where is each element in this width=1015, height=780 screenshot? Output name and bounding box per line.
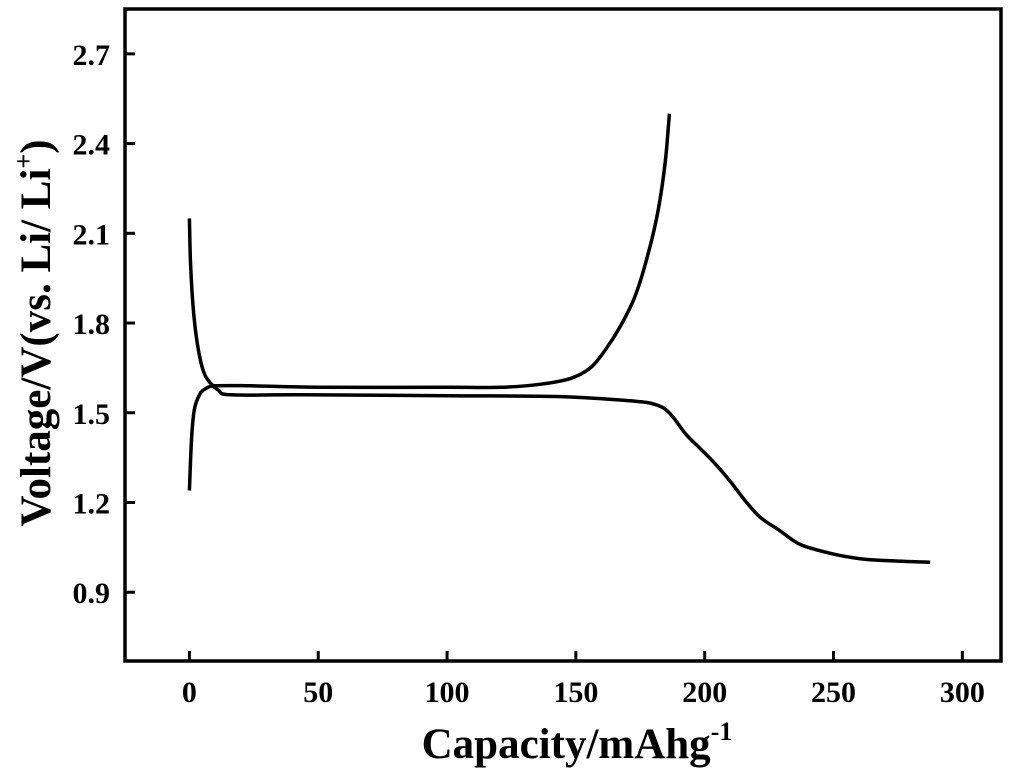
x-axis-ticks: 0 50 100 150 200 250 300: [182, 651, 985, 709]
y-tick-label: 1.5: [73, 398, 111, 431]
x-tick-label: 50: [303, 676, 333, 709]
x-tick-label: 150: [553, 676, 598, 709]
y-tick-label: 1.8: [73, 308, 111, 341]
plot-curves: [187, 113, 931, 565]
x-tick-label: 250: [811, 676, 856, 709]
plot-frame: [123, 7, 1003, 663]
y-tick-label: 0.9: [73, 577, 111, 610]
discharge-curve: [187, 218, 931, 565]
y-tick-label: 1.2: [73, 487, 111, 520]
x-tick-label: 200: [682, 676, 727, 709]
y-axis-ticks: 0.9 1.2 1.5 1.8 2.1 2.4 2.7: [73, 39, 135, 610]
y-tick-label: 2.1: [73, 218, 111, 251]
y-axis-title: Voltage/V(vs. Li/ Li+): [9, 139, 60, 526]
x-tick-label: 0: [182, 676, 197, 709]
x-axis-title: Capacity/mAhg-1: [422, 717, 733, 768]
y-tick-label: 2.4: [73, 129, 111, 162]
x-tick-label: 300: [940, 676, 985, 709]
charge-curve: [187, 113, 672, 491]
x-tick-label: 100: [425, 676, 470, 709]
y-tick-label: 2.7: [73, 39, 111, 72]
